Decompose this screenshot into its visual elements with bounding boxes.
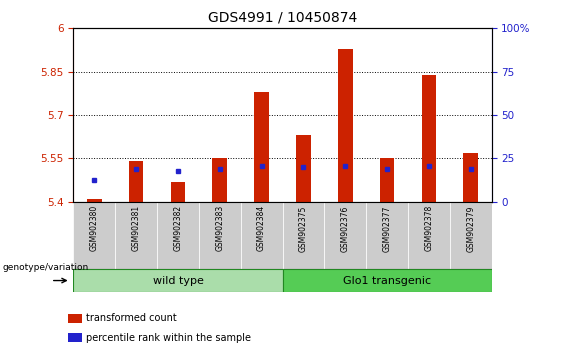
Bar (380, 158, 394, 202)
Bar (68, 314, 82, 323)
Bar (408, 202, 450, 269)
Bar (171, 182, 185, 202)
Bar (157, 202, 199, 269)
Text: GSM902375: GSM902375 (299, 205, 308, 252)
Bar (421, 75, 436, 202)
Text: GSM902383: GSM902383 (215, 205, 224, 251)
Bar (282, 269, 492, 292)
Bar (324, 202, 366, 269)
Text: GSM902378: GSM902378 (424, 205, 433, 251)
Bar (296, 135, 311, 202)
Text: GSM902382: GSM902382 (173, 205, 182, 251)
Bar (366, 202, 408, 269)
Bar (199, 202, 241, 269)
Text: transformed count: transformed count (86, 313, 177, 323)
Text: GSM902377: GSM902377 (383, 205, 392, 252)
Text: GDS4991 / 10450874: GDS4991 / 10450874 (208, 11, 357, 25)
Text: Glo1 transgenic: Glo1 transgenic (343, 275, 431, 286)
Bar (73, 269, 282, 292)
Text: GSM902381: GSM902381 (132, 205, 141, 251)
Bar (241, 202, 282, 269)
Bar (212, 158, 227, 202)
Text: genotype/variation: genotype/variation (3, 263, 89, 272)
Bar (463, 153, 478, 202)
Bar (87, 199, 102, 202)
Text: percentile rank within the sample: percentile rank within the sample (86, 333, 251, 343)
Bar (254, 92, 269, 202)
Bar (338, 48, 353, 202)
Bar (282, 202, 324, 269)
Text: GSM902376: GSM902376 (341, 205, 350, 252)
Bar (450, 202, 492, 269)
Text: wild type: wild type (153, 275, 203, 286)
Bar (115, 202, 157, 269)
Bar (68, 333, 82, 342)
Text: GSM902380: GSM902380 (90, 205, 99, 251)
Bar (129, 161, 144, 202)
Text: GSM902384: GSM902384 (257, 205, 266, 251)
Bar (73, 202, 115, 269)
Text: GSM902379: GSM902379 (466, 205, 475, 252)
